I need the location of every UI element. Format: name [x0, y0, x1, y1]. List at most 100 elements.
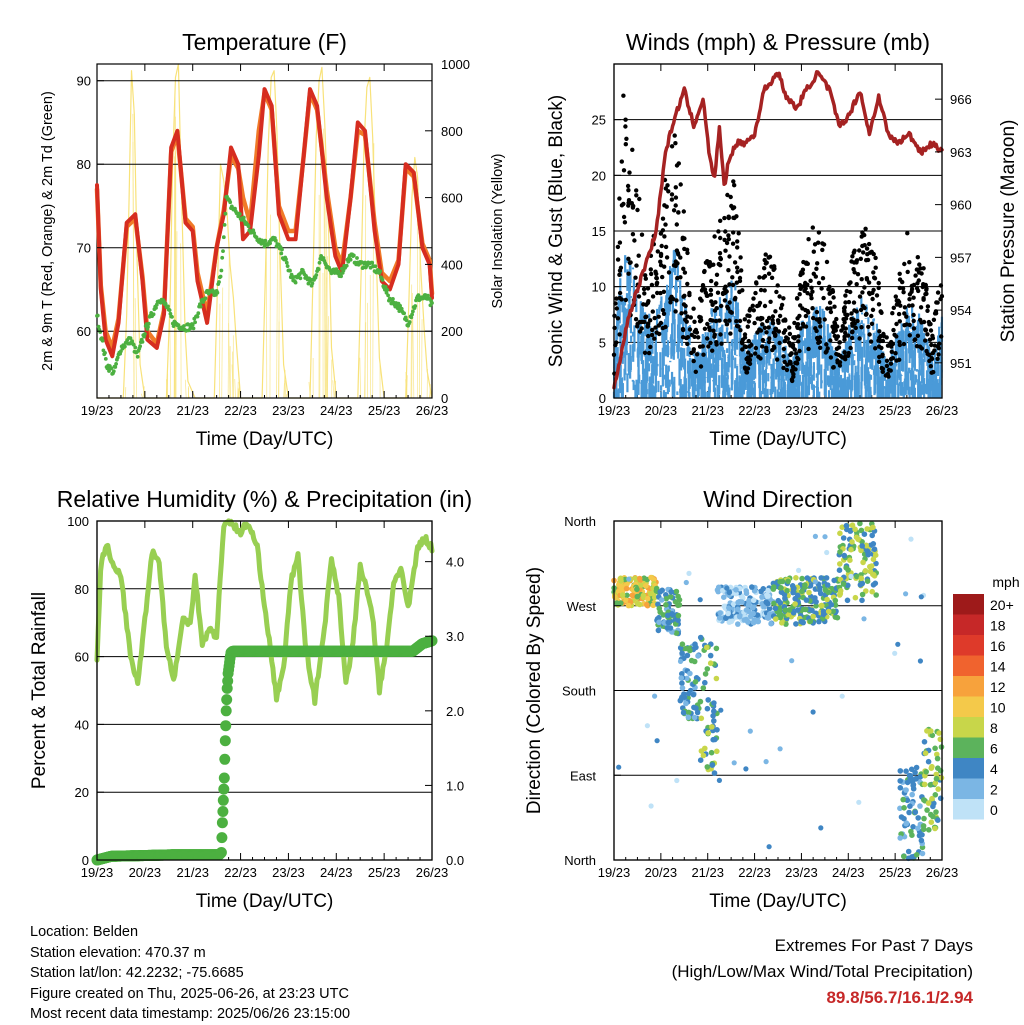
gust-point	[928, 322, 932, 326]
gust-point	[616, 257, 620, 261]
dewpoint-point	[143, 332, 147, 336]
gust-point	[657, 315, 661, 319]
gust-point	[770, 276, 774, 280]
dewpoint-point	[196, 315, 200, 319]
y-tick-label: 60	[75, 650, 89, 665]
gust-point	[788, 332, 792, 336]
direction-point	[766, 615, 772, 621]
gust-point	[863, 227, 867, 231]
gust-point	[731, 179, 735, 183]
gust-point	[821, 276, 825, 280]
y2-tick-label: 400	[441, 257, 463, 272]
x-axis-label: Time (Day/UTC)	[709, 891, 847, 912]
gust-point	[763, 326, 767, 330]
gust-point	[731, 242, 735, 246]
direction-point	[711, 700, 717, 706]
x-tick-label: 20/23	[645, 403, 678, 418]
gust-point	[767, 340, 771, 344]
colorbar-swatch	[953, 615, 984, 636]
gust-point	[624, 137, 628, 141]
gust-point	[773, 309, 777, 313]
gust-point	[818, 324, 822, 328]
gust-point	[839, 328, 843, 332]
direction-point	[869, 589, 875, 595]
direction-point	[822, 534, 827, 539]
direction-point	[739, 599, 745, 605]
gust-point	[738, 255, 742, 259]
gust-point	[728, 331, 732, 335]
direction-point	[773, 616, 779, 622]
dewpoint-point	[345, 264, 349, 268]
direction-point	[864, 526, 870, 532]
direction-point	[618, 600, 624, 606]
gust-point	[718, 219, 722, 223]
gust-point	[874, 266, 878, 270]
gust-point	[694, 370, 698, 374]
direction-point	[702, 680, 708, 686]
gust-point	[624, 142, 628, 146]
direction-point	[929, 819, 935, 825]
gust-point	[616, 245, 620, 249]
direction-point	[686, 571, 691, 576]
solar-spike	[141, 394, 142, 398]
panel-title: Temperature (F)	[182, 29, 347, 55]
solar-spike	[277, 239, 278, 398]
direction-point	[782, 596, 788, 602]
gust-point	[894, 322, 898, 326]
dewpoint-point	[408, 320, 412, 324]
x-tick-label: 25/23	[879, 403, 912, 418]
gust-point	[640, 233, 644, 237]
gust-point	[673, 309, 677, 313]
gust-point	[653, 316, 657, 320]
colorbar-swatch	[953, 758, 984, 779]
precip-point	[217, 817, 228, 828]
gust-point	[716, 229, 720, 233]
gust-point	[709, 263, 713, 267]
gust-point	[777, 341, 781, 345]
gust-point	[782, 347, 786, 351]
solar-spike	[360, 358, 361, 398]
direction-point	[693, 645, 699, 651]
direction-point	[698, 757, 704, 763]
gust-point	[676, 210, 680, 214]
gust-point	[733, 297, 737, 301]
gust-point	[652, 337, 656, 341]
direction-point	[859, 576, 865, 582]
gust-point	[915, 267, 919, 271]
direction-point	[812, 595, 818, 601]
gust-point	[875, 293, 879, 297]
gust-point	[828, 338, 832, 342]
gust-point	[692, 320, 696, 324]
panel-title: Wind Direction	[703, 486, 853, 512]
gust-point	[710, 349, 714, 353]
x-tick-label: 26/23	[926, 865, 959, 880]
direction-point	[692, 659, 698, 665]
gust-point	[718, 263, 722, 267]
dewpoint-point	[314, 273, 318, 277]
gust-point	[767, 316, 771, 320]
direction-point	[709, 724, 715, 730]
direction-point	[717, 778, 722, 783]
dewpoint-point	[317, 267, 321, 271]
gust-point	[851, 267, 855, 271]
precip-point	[218, 795, 229, 806]
gust-point	[725, 322, 729, 326]
dewpoint-point	[221, 249, 225, 253]
gust-point	[877, 281, 881, 285]
dewpoint-point	[199, 305, 203, 309]
gust-point	[758, 301, 762, 305]
gust-point	[843, 305, 847, 309]
direction-point	[637, 602, 643, 608]
gust-point	[776, 318, 780, 322]
gust-point	[907, 260, 911, 264]
gust-point	[852, 260, 856, 264]
gust-point	[747, 314, 751, 318]
gust-point	[919, 271, 923, 275]
direction-point	[792, 601, 798, 607]
gust-point	[777, 294, 781, 298]
x-tick-label: 22/23	[738, 403, 771, 418]
gust-point	[759, 328, 763, 332]
direction-point	[704, 645, 710, 651]
gust-point	[933, 343, 937, 347]
gust-point	[791, 372, 795, 376]
